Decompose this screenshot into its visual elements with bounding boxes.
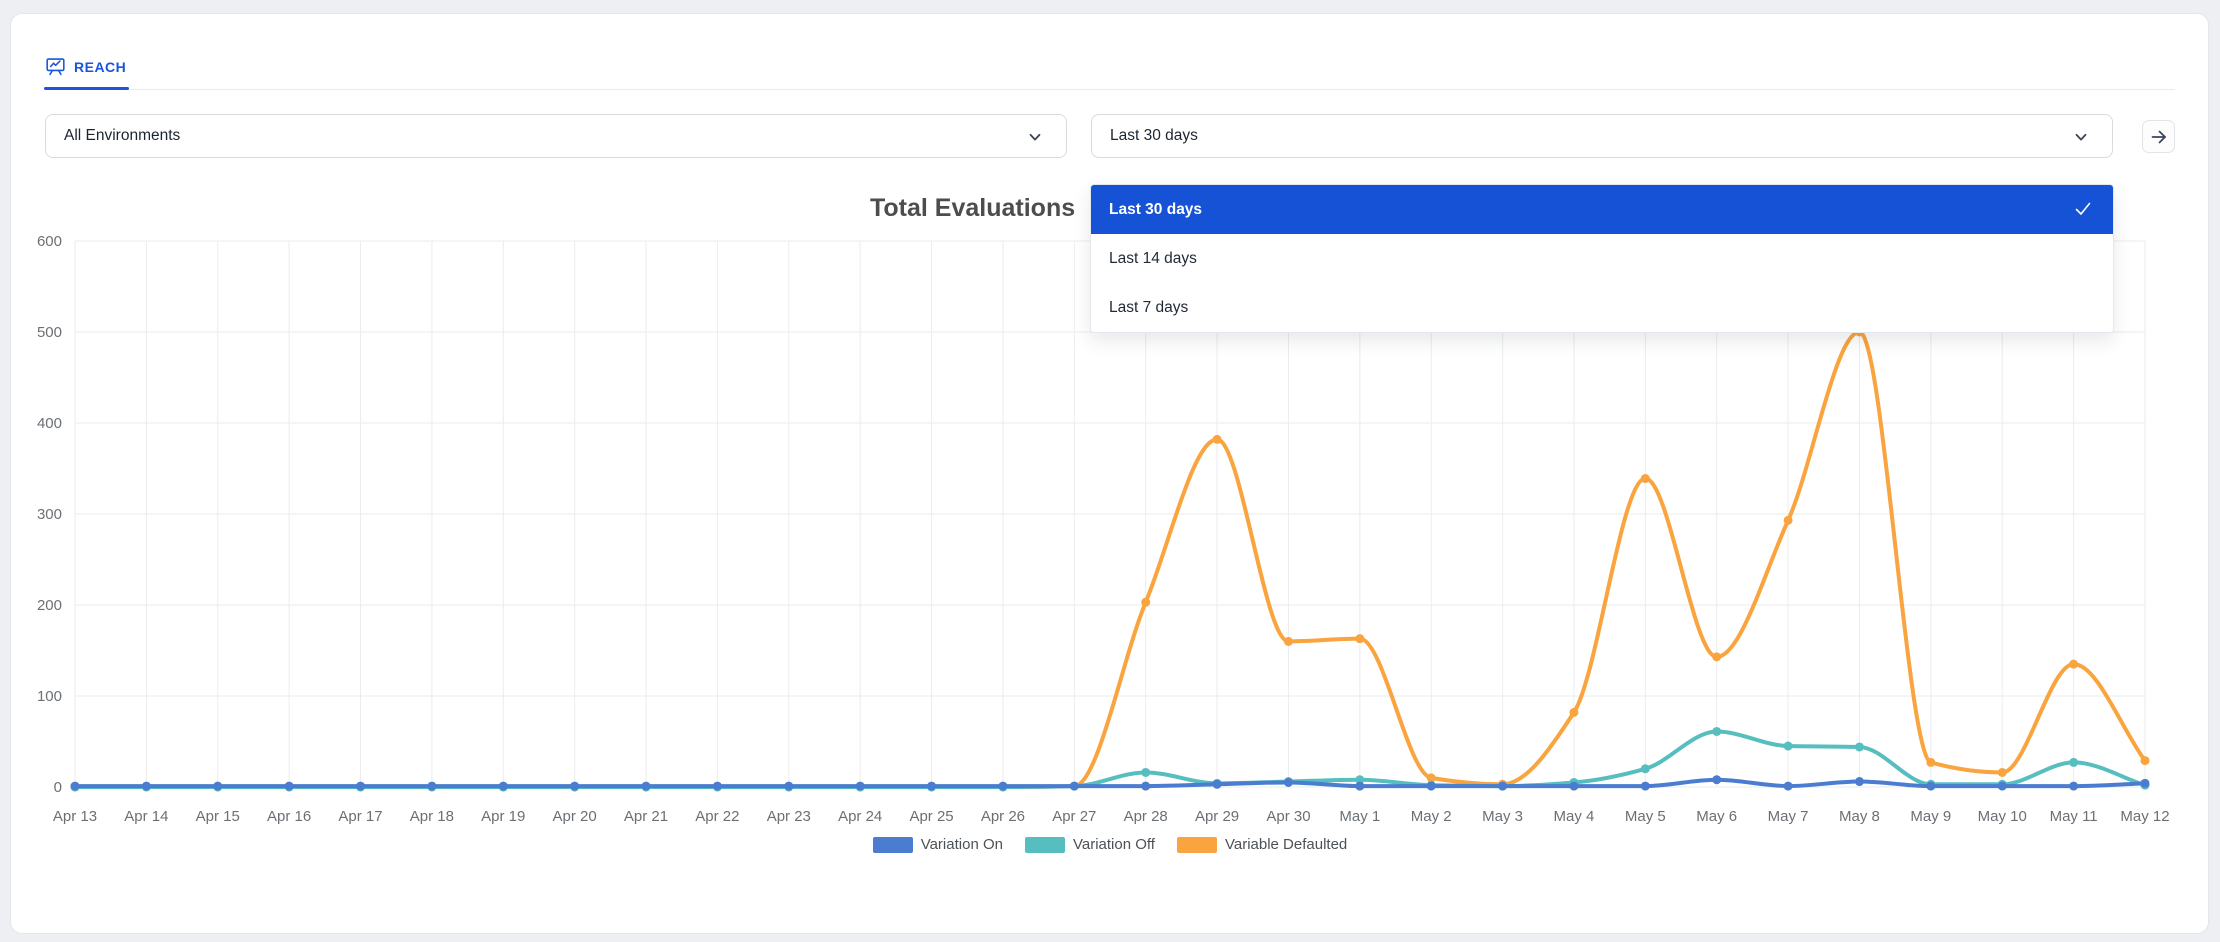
legend-swatch [1176,836,1217,853]
environment-select-value: All Environments [64,127,181,144]
date-range-menu: Last 30 days Last 14 days Last 7 days [1090,184,2114,333]
date-range-select-value: Last 30 days [1110,127,1198,144]
legend-label: Variation Off [1072,836,1155,853]
date-range-select[interactable]: Last 30 days [1091,114,2113,158]
legend-item[interactable]: Variation Off [1024,836,1155,853]
menu-item-label: Last 7 days [1109,299,1189,316]
legend-item[interactable]: Variation On [872,836,1003,853]
chevron-down-icon [1026,128,1044,146]
chart-board-icon [45,56,66,77]
forward-arrow-button[interactable] [2142,120,2175,153]
menu-item-label: Last 30 days [1109,201,1203,218]
menu-item-last-7-days[interactable]: Last 7 days [1091,283,2113,332]
environment-select[interactable]: All Environments [45,114,1067,158]
menu-item-label: Last 14 days [1109,250,1197,267]
legend-label: Variable Defaulted [1224,836,1348,853]
reach-panel: REACH All Environments Last 30 days [10,13,2209,934]
chevron-down-icon [2072,128,2090,146]
tab-active-underline [44,87,130,90]
arrow-right-icon [2149,127,2169,147]
tab-bar: REACH [44,14,2175,90]
chart-legend: Variation On Variation Off Variable Defaul… [75,836,2145,853]
check-icon [2073,199,2093,219]
menu-item-last-14-days[interactable]: Last 14 days [1091,234,2113,283]
menu-item-last-30-days[interactable]: Last 30 days [1091,185,2113,234]
tab-reach-label: REACH [74,58,127,75]
tab-reach[interactable]: REACH [44,56,130,90]
chart-title: Total Evaluations [870,194,1076,222]
legend-swatch [1024,836,1065,853]
legend-swatch [872,836,913,853]
legend-label: Variation On [920,836,1003,853]
legend-item[interactable]: Variable Defaulted [1176,836,1348,853]
